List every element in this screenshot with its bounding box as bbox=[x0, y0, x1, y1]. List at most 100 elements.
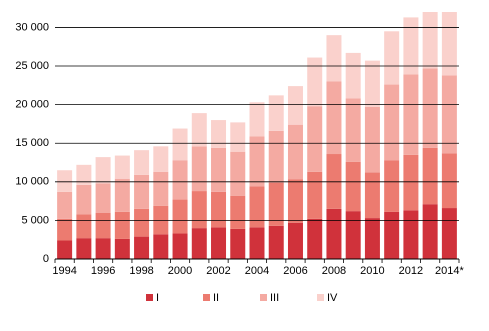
bar-segment bbox=[268, 182, 284, 226]
bar-segment bbox=[403, 154, 419, 211]
bar-segment bbox=[384, 211, 400, 259]
bar-segment bbox=[57, 240, 73, 259]
bar-segment bbox=[422, 12, 438, 69]
y-tick-label: 10 000 bbox=[15, 176, 49, 188]
bar-segment bbox=[249, 136, 265, 187]
bar-segment bbox=[76, 214, 92, 239]
bar-segment bbox=[403, 17, 419, 75]
bar-segment bbox=[441, 153, 457, 209]
y-tick-label: 5 000 bbox=[21, 214, 49, 226]
bar-segment bbox=[134, 174, 150, 209]
bar-segment bbox=[230, 151, 246, 196]
bar-segment bbox=[345, 52, 361, 99]
bar-segment bbox=[307, 57, 323, 107]
x-tick-label: 2002 bbox=[206, 265, 230, 277]
bar-segment bbox=[287, 222, 303, 259]
bar-segment bbox=[95, 212, 111, 239]
y-tick-label: 15 000 bbox=[15, 137, 49, 149]
x-tick-label: 2014* bbox=[435, 265, 464, 277]
bar-segment bbox=[287, 179, 303, 223]
legend-swatch bbox=[146, 294, 153, 301]
bar-segment bbox=[249, 227, 265, 259]
y-tick-label: 20 000 bbox=[15, 99, 49, 111]
bar-segment bbox=[422, 147, 438, 205]
bar-segment bbox=[345, 98, 361, 162]
x-tick-label: 2008 bbox=[322, 265, 346, 277]
x-tick-label: 1996 bbox=[91, 265, 115, 277]
bar-segment bbox=[345, 211, 361, 259]
bar-segment bbox=[191, 146, 207, 192]
legend-label: IV bbox=[327, 292, 338, 304]
legend-swatch bbox=[317, 294, 324, 301]
bar-segment bbox=[403, 74, 419, 155]
bar-segment bbox=[364, 218, 380, 259]
bar-segment bbox=[153, 146, 169, 172]
bar-segment bbox=[134, 150, 150, 175]
bar-segment bbox=[326, 208, 342, 259]
bar-segment bbox=[384, 160, 400, 212]
legend-swatch bbox=[203, 294, 210, 301]
legend-label: III bbox=[270, 292, 279, 304]
bar-segment bbox=[326, 81, 342, 155]
bar-segment bbox=[441, 208, 457, 259]
bar-segment bbox=[364, 106, 380, 173]
bar-segment bbox=[114, 155, 130, 179]
bar-segment bbox=[422, 68, 438, 148]
bar-segment bbox=[211, 191, 227, 228]
bar-segment bbox=[57, 170, 73, 192]
bar-segment bbox=[153, 234, 169, 259]
bar-segment bbox=[191, 228, 207, 259]
bar-segment bbox=[172, 160, 188, 200]
bar-segment bbox=[211, 120, 227, 148]
y-tick-label: 25 000 bbox=[15, 60, 49, 72]
bar-segment bbox=[441, 75, 457, 154]
bar-segment bbox=[95, 183, 111, 213]
bar-segment bbox=[422, 204, 438, 259]
x-tick-label: 1994 bbox=[52, 265, 76, 277]
bar-segment bbox=[249, 102, 265, 137]
x-tick-label: 2006 bbox=[283, 265, 307, 277]
bar-segment bbox=[384, 31, 400, 85]
x-tick-label: 2000 bbox=[168, 265, 192, 277]
bar-segment bbox=[403, 210, 419, 259]
bar-segment bbox=[172, 233, 188, 259]
bar-segment bbox=[134, 236, 150, 259]
bar-segment bbox=[211, 227, 227, 259]
bar-segment bbox=[57, 191, 73, 219]
bar-segment bbox=[57, 218, 73, 241]
bar-segment bbox=[287, 86, 303, 125]
bar-segment bbox=[76, 164, 92, 185]
x-tick-label: 1998 bbox=[129, 265, 153, 277]
bar-segment bbox=[230, 195, 246, 229]
bar-segment bbox=[268, 225, 284, 259]
legend-swatch bbox=[260, 294, 267, 301]
bar-segment bbox=[191, 113, 207, 147]
bar-segment bbox=[76, 184, 92, 215]
bar-segment bbox=[114, 211, 130, 239]
bar-segment bbox=[172, 199, 188, 234]
bar-segment bbox=[76, 238, 92, 259]
bar-segment bbox=[345, 161, 361, 212]
x-tick-label: 2004 bbox=[245, 265, 269, 277]
bar-segment bbox=[287, 124, 303, 180]
bar-segment bbox=[153, 171, 169, 206]
bar-segment bbox=[95, 157, 111, 184]
bar-segment bbox=[114, 238, 130, 259]
bar-segment bbox=[307, 171, 323, 219]
bar-segment bbox=[211, 147, 227, 192]
x-tick-label: 2010 bbox=[360, 265, 384, 277]
bar-segment bbox=[249, 186, 265, 228]
bar-segment bbox=[268, 130, 284, 183]
bar-segment bbox=[172, 128, 188, 161]
bar-segment bbox=[326, 35, 342, 82]
bar-segment bbox=[268, 95, 284, 131]
bar-segment bbox=[191, 191, 207, 229]
x-tick-label: 2012 bbox=[399, 265, 423, 277]
y-tick-label: 0 bbox=[43, 253, 49, 265]
legend-label: II bbox=[213, 292, 219, 304]
bar-segment bbox=[384, 84, 400, 161]
legend-label: I bbox=[156, 292, 159, 304]
bar-segment bbox=[134, 208, 150, 237]
bar-segment bbox=[114, 178, 130, 212]
